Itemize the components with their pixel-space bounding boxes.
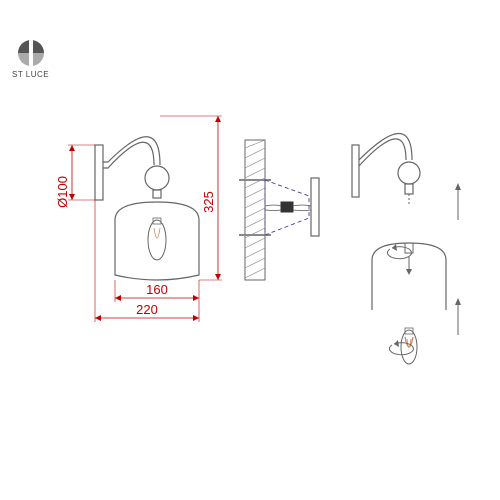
logo-icon: [18, 40, 44, 66]
view-exploded: [352, 134, 461, 365]
view-front: Ø100 325 160: [55, 116, 222, 322]
brand-logo: ST LUCE: [12, 40, 49, 79]
dim-diameter: Ø100: [55, 145, 95, 208]
dim-total-width: 220: [95, 200, 199, 322]
page: ST LUCE: [0, 0, 500, 500]
view-wall-mount: [239, 140, 319, 280]
dim-height: 325: [160, 116, 222, 280]
brand-name: ST LUCE: [12, 70, 49, 79]
assembly-arrows: [455, 183, 461, 335]
dim-shade-text: 160: [146, 282, 168, 297]
dim-diameter-text: Ø100: [55, 176, 70, 208]
technical-diagram: Ø100 325 160: [30, 100, 470, 380]
dim-shade-width: 160: [115, 280, 199, 302]
dim-total-text: 220: [136, 302, 158, 317]
dim-height-text: 325: [201, 191, 216, 213]
